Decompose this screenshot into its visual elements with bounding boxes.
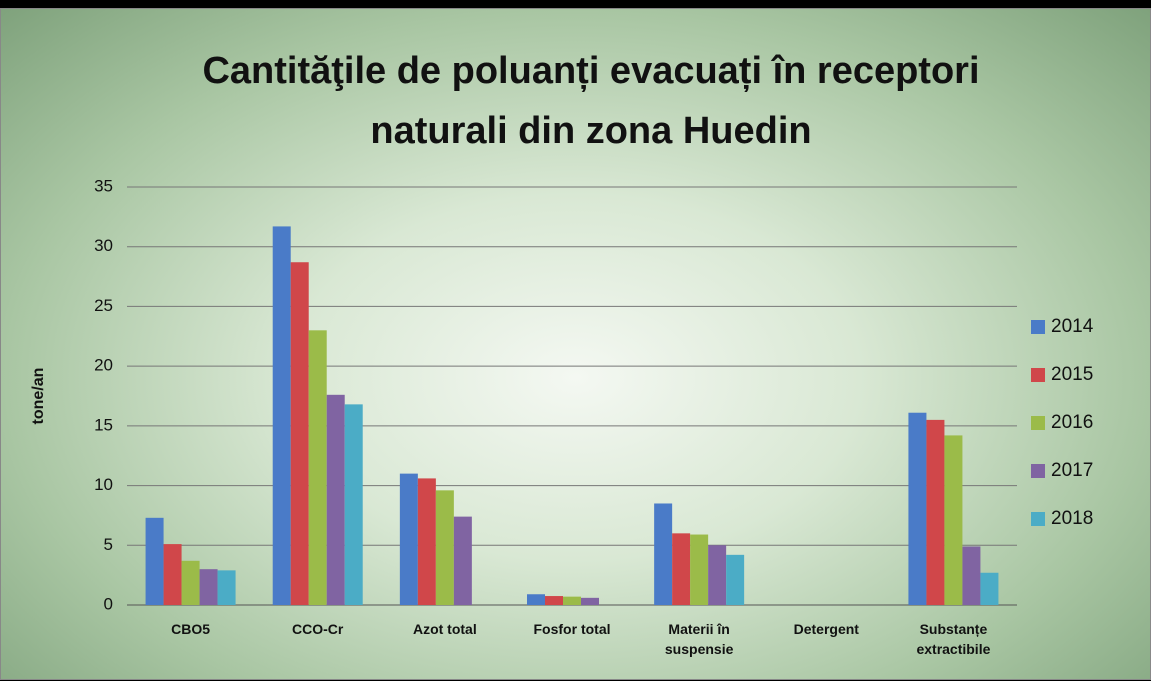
y-tick-label: 10 — [94, 475, 113, 494]
y-axis-label: tone/an — [30, 368, 47, 425]
legend-label: 2015 — [1051, 364, 1093, 385]
bar — [726, 555, 744, 605]
bar — [926, 420, 944, 605]
bar — [581, 598, 599, 605]
bar — [182, 561, 200, 605]
legend-label: 2014 — [1051, 316, 1094, 337]
x-tick-label: CBO5 — [131, 619, 251, 639]
bar — [400, 474, 418, 605]
y-tick-label: 15 — [94, 415, 113, 434]
x-tick-label: Detergent — [766, 619, 886, 639]
bar — [418, 478, 436, 605]
legend-label: 2017 — [1051, 460, 1093, 481]
bar — [218, 570, 236, 605]
bar — [690, 535, 708, 605]
x-tick-label: Azot total — [385, 619, 505, 639]
bar — [436, 490, 454, 605]
bar — [200, 569, 218, 605]
bar — [708, 545, 726, 605]
bar — [273, 226, 291, 605]
bar — [146, 518, 164, 605]
bar — [908, 413, 926, 605]
chart-frame: Cantităţile de poluanți evacuați în rece… — [0, 8, 1151, 680]
x-tick-label: Materii în suspensie — [639, 619, 759, 659]
bar — [291, 262, 309, 605]
bar — [327, 395, 345, 605]
y-tick-label: 35 — [94, 176, 113, 195]
bar — [563, 597, 581, 605]
y-tick-label: 0 — [104, 594, 113, 613]
bar — [454, 517, 472, 605]
bar — [545, 596, 563, 605]
x-tick-label: Fosfor total — [512, 619, 632, 639]
legend-swatch — [1031, 368, 1045, 382]
bar — [980, 573, 998, 605]
chart-title: naturali din zona Huedin — [370, 110, 811, 152]
legend-label: 2018 — [1051, 508, 1093, 529]
bar — [672, 533, 690, 605]
x-tick-label: Substanțe extractibile — [893, 619, 1013, 659]
bar — [962, 546, 980, 605]
legend-swatch — [1031, 416, 1045, 430]
legend-swatch — [1031, 320, 1045, 334]
legend-swatch — [1031, 512, 1045, 526]
legend-swatch — [1031, 464, 1045, 478]
y-tick-label: 5 — [104, 535, 113, 554]
legend-label: 2016 — [1051, 412, 1093, 433]
bar — [345, 404, 363, 605]
bar — [944, 435, 962, 605]
bar — [527, 594, 545, 605]
bar — [654, 503, 672, 605]
y-tick-label: 25 — [94, 296, 113, 315]
bar — [164, 544, 182, 605]
chart: Cantităţile de poluanți evacuați în rece… — [1, 9, 1151, 681]
bar — [309, 330, 327, 605]
y-tick-label: 20 — [94, 356, 113, 375]
chart-title: Cantităţile de poluanți evacuați în rece… — [202, 50, 979, 92]
x-tick-label: CCO-Cr — [258, 619, 378, 639]
y-tick-label: 30 — [94, 236, 113, 255]
